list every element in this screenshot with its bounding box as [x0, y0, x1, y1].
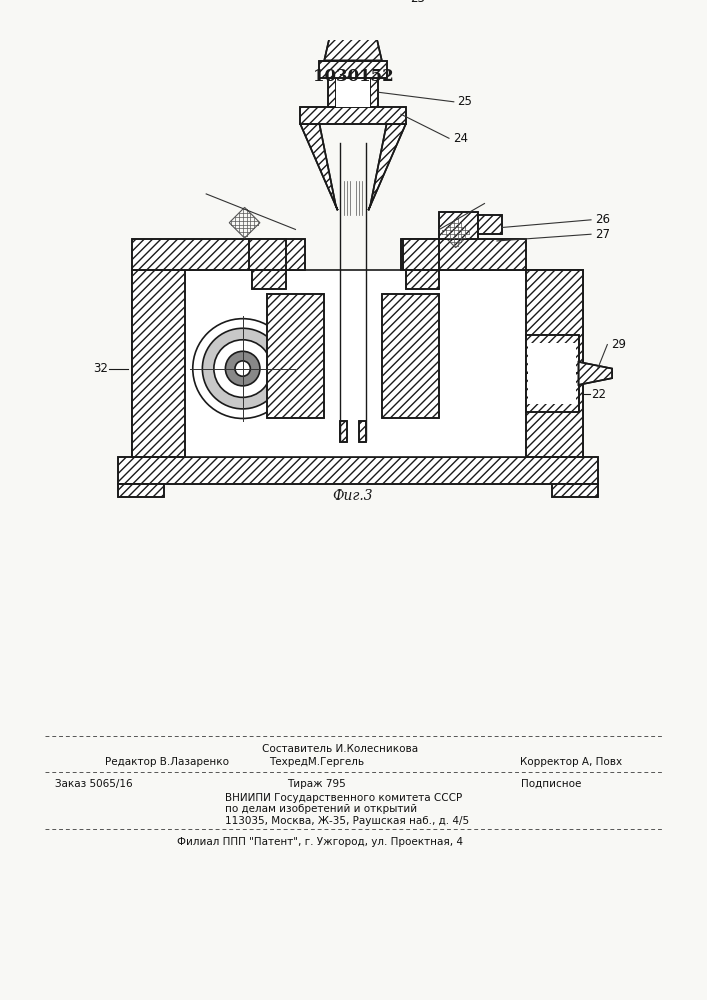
- Bar: [132, 239, 305, 270]
- Bar: [252, 270, 286, 289]
- Bar: [358, 421, 366, 442]
- Bar: [320, 61, 387, 78]
- Text: 1030152: 1030152: [312, 68, 393, 85]
- Bar: [526, 335, 578, 373]
- Text: 24: 24: [452, 132, 468, 145]
- Bar: [551, 484, 597, 497]
- Bar: [132, 239, 305, 270]
- Bar: [401, 239, 526, 270]
- Bar: [250, 239, 286, 270]
- Bar: [526, 270, 583, 457]
- Bar: [320, 61, 387, 78]
- Bar: [328, 78, 336, 107]
- Bar: [339, 421, 347, 442]
- Bar: [358, 421, 366, 442]
- Bar: [401, 239, 526, 270]
- Circle shape: [235, 361, 250, 376]
- Circle shape: [214, 340, 271, 397]
- Bar: [551, 484, 597, 497]
- Bar: [406, 270, 439, 289]
- Bar: [370, 78, 378, 107]
- Circle shape: [193, 319, 293, 418]
- Text: 26: 26: [595, 213, 610, 226]
- Bar: [478, 215, 502, 234]
- Bar: [526, 270, 583, 457]
- Bar: [118, 484, 164, 497]
- Bar: [300, 107, 406, 124]
- Polygon shape: [325, 27, 382, 61]
- Bar: [527, 343, 575, 404]
- Text: ТехредМ.Гергель: ТехредМ.Гергель: [269, 757, 364, 767]
- Text: 29: 29: [611, 338, 626, 351]
- Text: 27: 27: [595, 228, 610, 241]
- Bar: [406, 270, 439, 289]
- Bar: [328, 78, 336, 107]
- Bar: [403, 239, 439, 270]
- Text: ВНИИПИ Государственного комитета СССР: ВНИИПИ Государственного комитета СССР: [226, 793, 462, 803]
- Bar: [439, 212, 478, 239]
- Bar: [339, 8, 366, 27]
- Bar: [370, 78, 378, 107]
- Text: Составитель И.Колесникова: Составитель И.Колесникова: [262, 744, 419, 754]
- Bar: [478, 215, 502, 234]
- Bar: [439, 212, 478, 239]
- Text: 113035, Москва, Ж-35, Раушская наб., д. 4/5: 113035, Москва, Ж-35, Раушская наб., д. …: [226, 816, 469, 826]
- Bar: [526, 373, 578, 412]
- Text: 25: 25: [457, 95, 472, 108]
- Bar: [132, 270, 583, 457]
- Bar: [526, 373, 578, 412]
- Bar: [252, 270, 286, 289]
- Text: Тираж 795: Тираж 795: [287, 779, 346, 789]
- Text: Фиг.3: Фиг.3: [333, 489, 373, 503]
- Text: 32: 32: [93, 362, 108, 375]
- Bar: [132, 270, 185, 457]
- Circle shape: [202, 328, 283, 409]
- Bar: [267, 294, 325, 418]
- Bar: [382, 294, 439, 418]
- Bar: [382, 294, 439, 418]
- Bar: [339, 8, 366, 27]
- Text: 23: 23: [409, 0, 424, 5]
- Bar: [250, 239, 286, 270]
- Polygon shape: [368, 124, 406, 210]
- Bar: [267, 294, 325, 418]
- Bar: [336, 78, 370, 107]
- Bar: [339, 421, 347, 442]
- Polygon shape: [578, 362, 612, 385]
- Bar: [118, 484, 164, 497]
- Text: Подписное: Подписное: [522, 779, 582, 789]
- Text: 22: 22: [591, 388, 606, 401]
- Text: Филиал ППП "Патент", г. Ужгород, ул. Проектная, 4: Филиал ППП "Патент", г. Ужгород, ул. Про…: [177, 837, 463, 847]
- Bar: [132, 270, 185, 457]
- Bar: [403, 239, 439, 270]
- Circle shape: [226, 351, 260, 386]
- Bar: [118, 457, 597, 484]
- Text: Корректор А, Повх: Корректор А, Повх: [520, 757, 622, 767]
- Text: по делам изобретений и открытий: по делам изобретений и открытий: [226, 804, 418, 814]
- Bar: [336, 0, 370, 8]
- Bar: [118, 457, 597, 484]
- Text: Редактор В.Лазаренко: Редактор В.Лазаренко: [105, 757, 230, 767]
- Polygon shape: [300, 124, 338, 210]
- Bar: [526, 335, 578, 373]
- Text: Заказ 5065/16: Заказ 5065/16: [54, 779, 132, 789]
- Bar: [300, 107, 406, 124]
